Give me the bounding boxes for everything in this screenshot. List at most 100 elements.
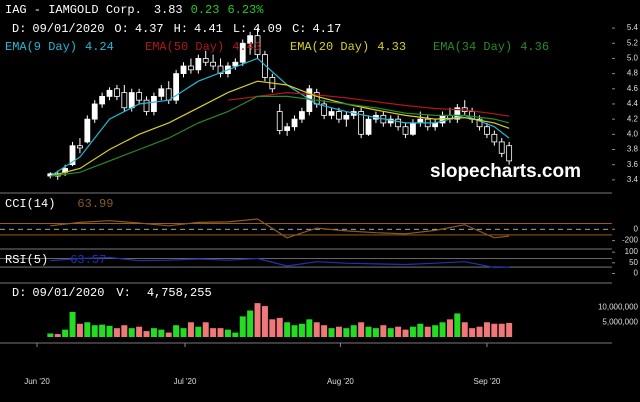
volume-bar (276, 317, 283, 337)
volume-bar (402, 329, 409, 337)
volume-bar (239, 316, 246, 337)
header-text: 4.36 (520, 40, 549, 54)
y-tick-label: 50 (629, 258, 638, 267)
y-tick-label: 3.4 (627, 175, 639, 184)
candle-body (336, 111, 342, 120)
volume-bar (446, 319, 453, 337)
header-text: EMA(50 Day) (145, 40, 224, 54)
header-text: 09/01/2020 (32, 22, 104, 36)
y-tick-label: 4.8 (627, 69, 639, 78)
candle-body (239, 42, 246, 63)
y-tick-label: 5,000,000 (602, 317, 638, 326)
volume-bar (106, 325, 113, 337)
volume-bar (121, 325, 128, 337)
x-tick-label: Aug '20 (327, 377, 354, 386)
candle-body (69, 145, 76, 166)
volume-bar (180, 328, 187, 337)
volume-bar (461, 322, 468, 337)
header-text: EMA(9 Day) (5, 40, 77, 54)
header-text: 4.17 (312, 22, 341, 36)
candle-body (395, 118, 402, 128)
candle-body (143, 99, 150, 112)
candle-body (321, 103, 328, 116)
y-tick-label: 0 (634, 269, 639, 278)
volume-bar (469, 328, 476, 337)
y-tick-label: 4.6 (627, 84, 639, 93)
candle-body (202, 58, 209, 63)
candle-body (454, 107, 461, 120)
header-text: 4.24 (85, 40, 114, 54)
volume-bar (298, 323, 305, 337)
indicator-line (50, 256, 510, 269)
y-tick-label: 0 (634, 224, 639, 233)
header-text: 4.09 (253, 22, 282, 36)
candle-body (432, 122, 439, 128)
y-tick-label: 4.4 (627, 99, 639, 108)
volume-bar (187, 322, 194, 337)
candle-body (188, 65, 194, 71)
indicator-line (50, 218, 510, 239)
y-tick-label: 4.2 (627, 114, 639, 123)
candle-body (328, 111, 335, 116)
candle-body (217, 65, 224, 75)
header-text: L: (233, 22, 247, 36)
header-text: IAG - IAMGOLD Corp. (5, 3, 142, 17)
volume-bar (84, 322, 91, 337)
volume-bar (506, 322, 513, 337)
header-text: RSI(5) (5, 253, 48, 267)
header-text: 4.37 (135, 22, 164, 36)
header-text: V: (116, 286, 130, 300)
volume-bar (365, 326, 372, 337)
volume-bar (313, 322, 320, 337)
volume-bar (150, 328, 157, 337)
candle-body (84, 118, 91, 143)
volume-bar (143, 331, 150, 337)
y-tick-label: 100 (625, 247, 639, 256)
header-text: 3.83 (154, 3, 183, 17)
candle-body (284, 126, 291, 131)
candle-body (299, 111, 305, 120)
candle-body (180, 65, 187, 75)
candle-body (254, 35, 261, 56)
header-text: 63.57 (70, 253, 106, 267)
volume-bar (210, 328, 217, 337)
volume-bar (69, 311, 76, 337)
candle-body (291, 118, 298, 128)
watermark: slopecharts.com (430, 161, 581, 182)
candle-body (114, 88, 120, 97)
candle-body (484, 126, 490, 135)
candle-body (402, 126, 409, 135)
header-text: 0.23 (191, 3, 220, 17)
candle-body (247, 35, 254, 44)
candle-body (158, 88, 165, 97)
volume-bar (491, 323, 498, 337)
header-text: CCI(14) (5, 197, 55, 211)
candle-body (498, 141, 505, 154)
y-tick-label: -200 (622, 236, 639, 245)
candle-body (173, 73, 180, 101)
y-tick-label: 3.8 (627, 145, 639, 154)
candle-body (77, 145, 83, 149)
candle-body (262, 54, 268, 78)
header-text: 6.23% (227, 3, 264, 17)
ema-line (50, 80, 510, 177)
header-text: 4.41 (194, 22, 223, 36)
candle-body (106, 89, 113, 97)
volume-bar (284, 322, 291, 337)
volume-bar (321, 325, 328, 337)
volume-bar (372, 328, 379, 337)
volume-bar (358, 322, 365, 337)
volume-bar (328, 328, 335, 337)
volume-bar (432, 325, 439, 337)
volume-bar (158, 329, 165, 337)
volume-bar (350, 325, 357, 337)
volume-bar (439, 322, 446, 337)
candle-body (476, 118, 483, 128)
candle-body (491, 133, 498, 143)
volume-bar (343, 328, 350, 337)
volume-bar (269, 319, 276, 337)
candle-body (276, 111, 283, 131)
candle-body (343, 114, 350, 120)
y-tick-label: 5.4 (627, 23, 639, 32)
header-text: H: (174, 22, 188, 36)
